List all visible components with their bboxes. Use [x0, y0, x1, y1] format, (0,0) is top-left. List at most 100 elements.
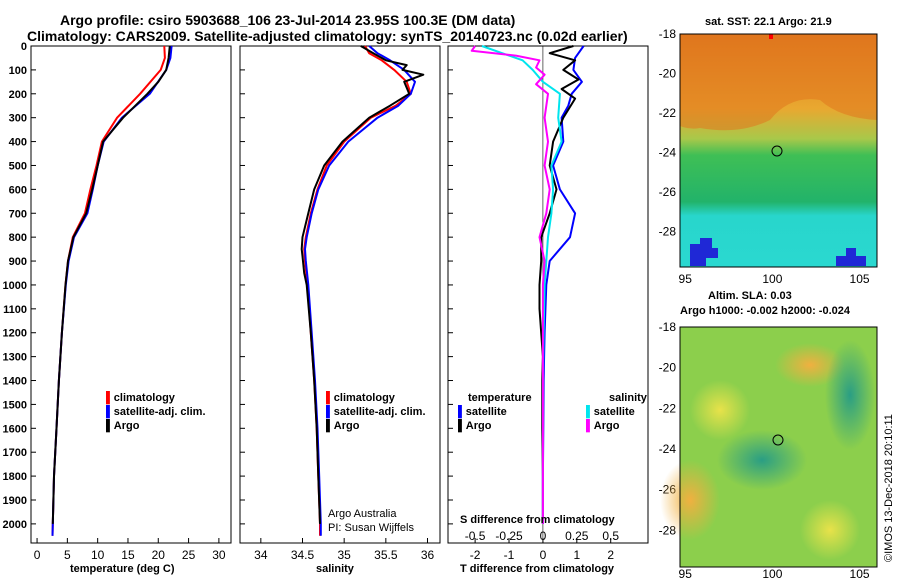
legend-label: satellite	[593, 406, 635, 418]
salinity-axis-label: salinity	[316, 563, 354, 575]
sst-argo-position-marker	[771, 145, 783, 157]
legend-item-argo: ▌Argo	[326, 420, 360, 432]
x-tick-label: -1	[504, 548, 515, 562]
sla-low-anomaly-east	[825, 340, 875, 450]
legend-label: satellite-adj. clim.	[113, 406, 206, 418]
temperature-axis-label: temperature (deg C)	[70, 563, 175, 575]
map-lon-tick-label: 100	[762, 272, 782, 286]
depth-tick-label: 1200	[3, 328, 27, 340]
depth-tick-label: 400	[9, 137, 27, 149]
map-lat-tick-label: -26	[659, 185, 677, 199]
s-tick-label: -0.25	[495, 529, 523, 543]
depth-tick-label: 500	[9, 160, 27, 172]
depth-tick-label: 200	[9, 89, 27, 101]
legend-item-satellite: ▌satellite-adj. clim.	[326, 406, 426, 418]
map-lat-tick-label: -18	[659, 320, 677, 334]
legend-label: Argo	[593, 420, 620, 432]
legend-label: climatology	[333, 392, 395, 404]
credit-line-2: PI: Susan Wijffels	[328, 522, 414, 534]
legend-label: satellite	[465, 406, 507, 418]
x-tick-label: 0	[34, 548, 41, 562]
temperature-plot-frame	[30, 45, 232, 544]
x-tick-label: 2	[607, 548, 614, 562]
sst-map	[679, 33, 878, 268]
s-tick-label: -0.5	[465, 529, 486, 543]
map-lat-tick-label: -24	[659, 145, 677, 159]
sla-high-anomaly-west	[660, 460, 720, 540]
depth-tick-label: 1800	[3, 471, 27, 483]
s-tick-label: 0.5	[602, 529, 619, 543]
depth-tick-label: 0	[21, 41, 27, 53]
series-line-argo	[51, 45, 171, 524]
x-tick-label: 35.5	[374, 548, 398, 562]
imos-timestamp: ©IMOS 13-Dec-2018 20:10:11	[883, 414, 895, 562]
series-line-argo	[300, 45, 425, 524]
depth-tick-label: 100	[9, 65, 27, 77]
credit-line-1: Argo Australia	[328, 508, 397, 520]
legend-item-temp-argo: ▌Argo	[458, 420, 492, 432]
depth-tick-label: 300	[9, 113, 27, 125]
map-lat-tick-label: -24	[659, 442, 677, 456]
sla-map-frame	[679, 326, 878, 568]
depth-tick-label: 1000	[3, 280, 27, 292]
legend-label: satellite-adj. clim.	[333, 406, 426, 418]
sst-cold-patch-west	[690, 238, 718, 266]
legend-label: climatology	[113, 392, 175, 404]
profile-title: Argo profile: csiro 5903688_106 23-Jul-2…	[60, 12, 516, 28]
depth-tick-label: 1500	[3, 399, 27, 411]
x-tick-label: 34	[254, 548, 268, 562]
x-tick-label: 1	[573, 548, 580, 562]
sst-hot-pixel	[769, 34, 773, 39]
x-tick-label: 25	[182, 548, 196, 562]
x-tick-label: 15	[121, 548, 135, 562]
sla-map-title: Altim. SLA: 0.03	[708, 290, 792, 302]
depth-tick-label: 800	[9, 232, 27, 244]
depth-tick-label: 1900	[3, 495, 27, 507]
legend-title-salinity: salinity	[609, 392, 647, 404]
sla-moderate-anomaly-south	[800, 500, 860, 560]
axes-ticks: 0 5 10 15 20 25 30 34 34.5 35 35.5 36 -2 -1 0 1 20100200…	[3, 27, 870, 580]
legend-item-climatology: ▌climatology	[106, 392, 175, 404]
sla-map-subtitle: Argo h1000: -0.002 h2000: -0.024	[680, 305, 850, 317]
x-tick-label: 30	[212, 548, 226, 562]
depth-tick-label: 600	[9, 184, 27, 196]
x-tick-label: 0	[540, 548, 547, 562]
x-tick-label: -2	[470, 548, 481, 562]
legend-label: Argo	[113, 420, 140, 432]
salinity-plot-frame	[239, 45, 441, 544]
sst-map-frame	[679, 33, 878, 268]
depth-tick-label: 1700	[3, 447, 27, 459]
map-lon-tick-label: 100	[762, 567, 782, 580]
profile-lines	[51, 45, 585, 536]
legend-item-satellite: ▌satellite-adj. clim.	[106, 406, 206, 418]
sla-moderate-anomaly	[690, 380, 750, 440]
climatology-title: Climatology: CARS2009. Satellite-adjuste…	[27, 28, 628, 44]
depth-tick-label: 2000	[3, 519, 27, 531]
depth-tick-label: 1600	[3, 423, 27, 435]
x-tick-label: 35	[337, 548, 351, 562]
sst-map-title: sat. SST: 22.1 Argo: 21.9	[705, 16, 832, 28]
depth-tick-label: 700	[9, 208, 27, 220]
x-tick-label: 20	[152, 548, 166, 562]
sla-low-anomaly-center	[717, 430, 807, 490]
legend-label: Argo	[465, 420, 492, 432]
depth-tick-label: 1400	[3, 376, 27, 388]
series-line-salinity-argo	[470, 45, 551, 524]
legend-item-sal-satellite: ▌satellite	[586, 406, 635, 418]
difference-plot-frame	[447, 45, 649, 544]
map-lat-tick-label: -18	[659, 27, 677, 41]
map-lat-tick-label: -22	[659, 106, 677, 120]
map-lat-tick-label: -28	[659, 224, 677, 238]
legend-item-sal-argo: ▌Argo	[586, 420, 620, 432]
s-tick-label: 0	[540, 529, 547, 543]
map-lon-tick-label: 95	[679, 272, 693, 286]
map-lon-tick-label: 95	[679, 567, 693, 580]
x-tick-label: 10	[91, 548, 105, 562]
salinity-difference-axis-label: S difference from climatology	[460, 514, 615, 526]
map-lat-tick-label: -22	[659, 401, 677, 415]
map-lat-tick-label: -20	[659, 66, 677, 80]
legend-label: Argo	[333, 420, 360, 432]
sst-cold-patch-east	[836, 248, 866, 266]
depth-tick-label: 900	[9, 256, 27, 268]
